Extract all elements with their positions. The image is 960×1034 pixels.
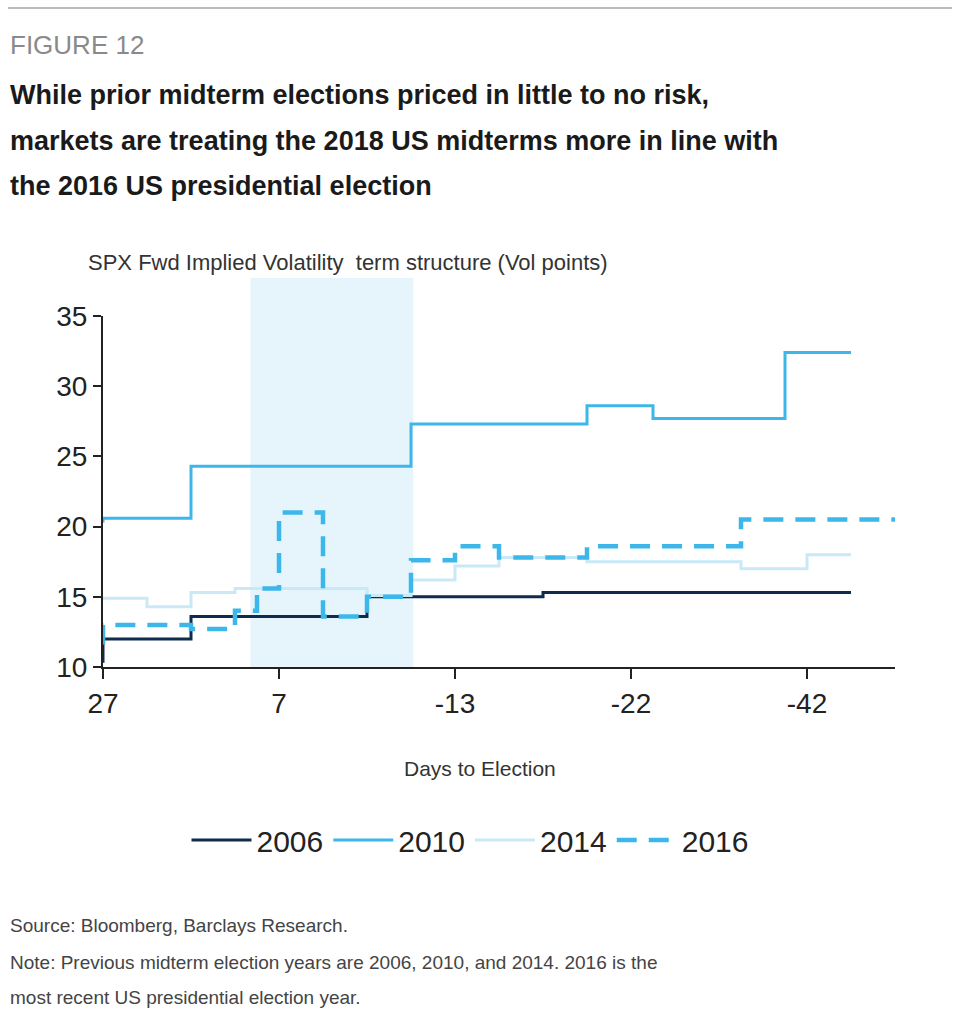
svg-text:10: 10 bbox=[56, 652, 87, 683]
svg-text:7: 7 bbox=[271, 688, 287, 719]
svg-text:FIGURE 12: FIGURE 12 bbox=[10, 30, 144, 60]
svg-text:the 2016 US presidential elect: the 2016 US presidential election bbox=[10, 171, 432, 201]
svg-text:2016: 2016 bbox=[682, 825, 749, 858]
svg-text:Days to Election: Days to Election bbox=[404, 757, 556, 780]
svg-text:markets are treating the 2018: markets are treating the 2018 US midterm… bbox=[10, 126, 778, 156]
svg-text:30: 30 bbox=[56, 371, 87, 402]
svg-text:most recent US presidential el: most recent US presidential election yea… bbox=[10, 987, 361, 1008]
svg-text:While prior midterm elections: While prior midterm elections priced in … bbox=[10, 80, 709, 110]
svg-text:15: 15 bbox=[56, 582, 87, 613]
svg-text:Note: Previous midterm electio: Note: Previous midterm election years ar… bbox=[10, 952, 657, 973]
svg-text:2010: 2010 bbox=[398, 825, 465, 858]
svg-text:-13: -13 bbox=[435, 688, 475, 719]
svg-text:27: 27 bbox=[87, 688, 118, 719]
svg-text:35: 35 bbox=[56, 301, 87, 332]
svg-text:SPX Fwd Implied Volatility te: SPX Fwd Implied Volatility term structur… bbox=[88, 250, 608, 275]
svg-text:2006: 2006 bbox=[257, 825, 324, 858]
svg-text:20: 20 bbox=[56, 511, 87, 542]
svg-text:-42: -42 bbox=[787, 688, 827, 719]
svg-text:25: 25 bbox=[56, 441, 87, 472]
svg-text:Source: Bloomberg, Barclays Re: Source: Bloomberg, Barclays Research. bbox=[10, 915, 348, 936]
svg-text:2014: 2014 bbox=[540, 825, 607, 858]
svg-text:-22: -22 bbox=[611, 688, 651, 719]
